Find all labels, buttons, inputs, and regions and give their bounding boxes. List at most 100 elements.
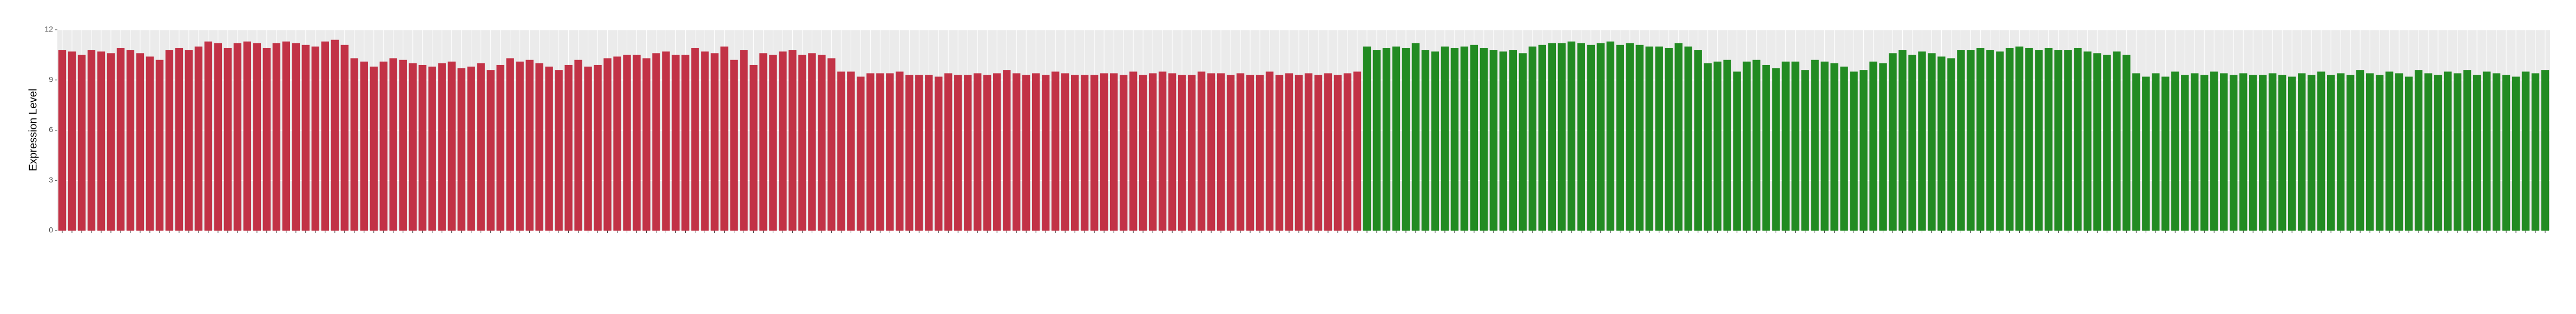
bar [1148, 73, 1157, 231]
bar [1080, 75, 1089, 231]
bar [1372, 50, 1381, 231]
bar [311, 46, 319, 231]
bar [1801, 70, 1809, 231]
bar [301, 44, 310, 231]
bar [2531, 73, 2540, 231]
bar [1684, 46, 1692, 231]
bar [584, 67, 592, 231]
bar [185, 50, 193, 231]
bar [1382, 48, 1391, 231]
bar [974, 73, 982, 231]
bar [2463, 70, 2472, 231]
bar [886, 73, 894, 231]
bar [2006, 48, 2014, 231]
bar [1782, 61, 1790, 231]
bar [2045, 48, 2053, 231]
bar [1821, 61, 1829, 231]
bar [2122, 55, 2131, 231]
bar [399, 60, 407, 231]
bar [477, 63, 485, 231]
bar [2249, 75, 2257, 231]
bar [2336, 73, 2345, 231]
bar [1811, 60, 1819, 231]
bar [1976, 48, 1984, 231]
bar [1558, 43, 1566, 231]
bar [2298, 73, 2306, 231]
bar [97, 51, 106, 231]
bar [1986, 50, 1994, 231]
bar [107, 53, 115, 231]
bar [691, 48, 699, 231]
bar [1596, 43, 1605, 231]
bar [2307, 75, 2316, 231]
bar [175, 48, 183, 231]
bar [788, 50, 797, 231]
bar [1674, 43, 1683, 231]
bar [525, 60, 534, 231]
bar [1392, 46, 1401, 231]
bar [389, 58, 397, 231]
bar [146, 56, 154, 231]
bar [983, 75, 991, 231]
bar [1587, 44, 1595, 231]
bar [672, 55, 680, 231]
bar [720, 46, 728, 231]
bar [2181, 75, 2189, 231]
bar [87, 50, 96, 231]
bar [594, 64, 602, 231]
bar [1343, 73, 1352, 231]
bar [1246, 75, 1254, 231]
bar [954, 75, 962, 231]
bar [603, 58, 612, 231]
bar [1441, 46, 1449, 231]
bar [214, 43, 222, 231]
bar [2152, 73, 2160, 231]
bar [1061, 73, 1069, 231]
bar [1003, 70, 1011, 231]
bar [233, 43, 242, 231]
bar [1353, 71, 1362, 231]
bar [1967, 50, 1975, 231]
bar [2161, 76, 2170, 231]
bar [827, 58, 836, 231]
bar [1109, 73, 1118, 231]
bar [409, 63, 417, 231]
bar [1704, 63, 1712, 231]
bar [516, 61, 524, 231]
bar [1567, 41, 1575, 231]
bar [1655, 46, 1663, 231]
bar [2512, 76, 2520, 231]
bar [1723, 60, 1731, 231]
bar [496, 64, 504, 231]
bar [2200, 75, 2209, 231]
bar [944, 73, 952, 231]
bar [2434, 75, 2442, 231]
bar [2064, 50, 2072, 231]
bar [642, 58, 650, 231]
bar [2220, 73, 2228, 231]
bar [1013, 73, 1021, 231]
bar [1869, 61, 1877, 231]
bar [857, 76, 865, 231]
bar [165, 50, 174, 231]
bar [1032, 73, 1040, 231]
y-tick-label: 9 [49, 75, 53, 83]
bar [555, 70, 563, 231]
bar [1480, 48, 1488, 231]
bar [2453, 73, 2462, 231]
bar [847, 71, 855, 231]
bar [2365, 73, 2374, 231]
bar [2074, 48, 2082, 231]
bar [272, 43, 281, 231]
bar [808, 53, 816, 231]
bar [1052, 71, 1060, 231]
bar [379, 61, 387, 231]
bar [2375, 75, 2384, 231]
bar [1217, 73, 1225, 231]
bar [2473, 75, 2481, 231]
bar [2113, 51, 2121, 231]
bar [2404, 76, 2413, 231]
bar [1577, 43, 1585, 231]
bar [1411, 43, 1420, 231]
